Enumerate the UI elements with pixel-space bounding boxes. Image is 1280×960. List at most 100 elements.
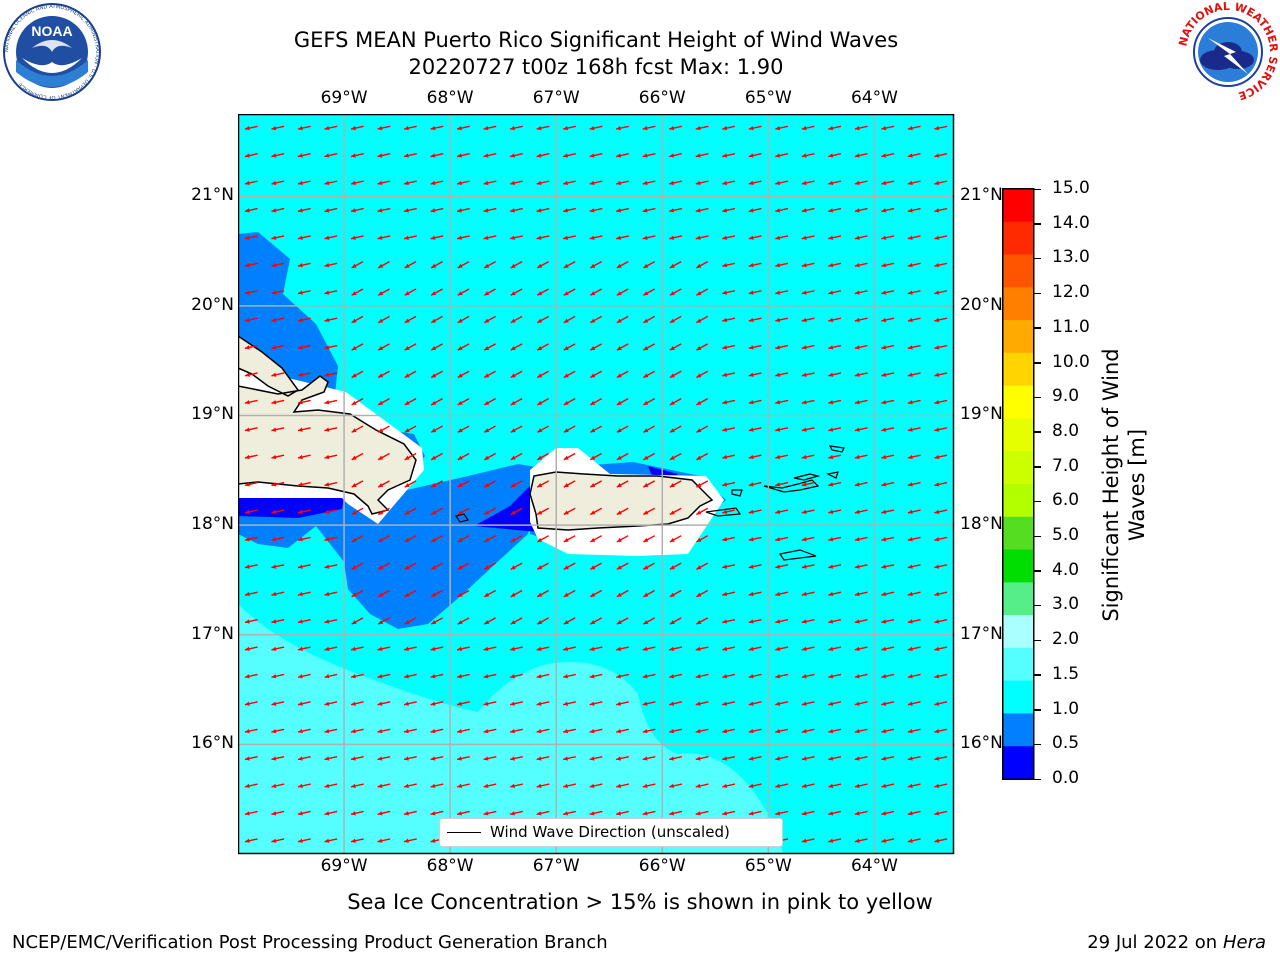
wave-direction-arrow bbox=[510, 535, 523, 543]
wave-direction-arrow bbox=[907, 235, 921, 240]
wave-direction-arrow bbox=[934, 262, 948, 268]
wave-direction-arrow bbox=[563, 507, 576, 516]
wave-direction-arrow bbox=[669, 810, 683, 816]
wave-direction-arrow bbox=[271, 317, 285, 323]
wave-direction-arrow bbox=[483, 207, 497, 213]
wave-direction-arrow bbox=[271, 235, 285, 240]
wave-direction-arrow bbox=[854, 399, 868, 405]
wave-direction-arrow bbox=[536, 535, 549, 543]
wave-direction-arrow bbox=[430, 562, 443, 570]
lon-tick-label-top: 67°W bbox=[532, 88, 580, 108]
wave-direction-arrow bbox=[297, 481, 311, 487]
wave-direction-arrow bbox=[616, 480, 629, 488]
wave-direction-arrow bbox=[589, 207, 603, 213]
wave-direction-arrow bbox=[377, 728, 391, 734]
wave-direction-arrow bbox=[881, 701, 895, 706]
wave-direction-arrow bbox=[801, 207, 815, 213]
wave-direction-arrow bbox=[271, 838, 285, 843]
wave-direction-arrow bbox=[377, 562, 390, 570]
colorbar-tick-mark bbox=[1034, 570, 1041, 572]
wave-direction-arrow bbox=[907, 153, 921, 158]
wave-direction-arrow bbox=[934, 372, 948, 377]
wave-direction-arrow bbox=[404, 425, 417, 433]
wave-direction-arrow bbox=[562, 783, 576, 789]
wave-direction-arrow bbox=[722, 728, 736, 734]
wave-direction-arrow bbox=[563, 452, 576, 461]
wave-direction-arrow bbox=[350, 701, 364, 706]
wave-direction-arrow bbox=[881, 427, 895, 432]
wave-direction-arrow bbox=[562, 810, 576, 816]
wave-direction-arrow bbox=[430, 480, 443, 488]
wave-direction-arrow bbox=[934, 646, 948, 651]
wave-direction-arrow bbox=[828, 262, 842, 268]
wave-direction-arrow bbox=[377, 535, 390, 543]
wave-direction-arrow bbox=[934, 481, 948, 487]
wave-direction-arrow bbox=[695, 153, 709, 158]
wave-direction-arrow bbox=[297, 125, 311, 131]
wave-direction-arrow bbox=[722, 536, 736, 542]
wave-direction-arrow bbox=[748, 783, 762, 789]
wave-direction-arrow bbox=[244, 125, 258, 131]
wave-direction-arrow bbox=[801, 728, 815, 734]
wave-direction-arrow bbox=[722, 317, 736, 323]
wave-direction-arrow bbox=[589, 398, 603, 406]
wave-direction-arrow bbox=[483, 507, 496, 516]
wave-direction-arrow bbox=[801, 344, 815, 350]
wave-direction-arrow bbox=[589, 370, 603, 379]
wave-direction-arrow bbox=[483, 646, 497, 651]
wave-direction-arrow bbox=[483, 288, 496, 296]
wave-direction-arrow bbox=[642, 646, 656, 651]
wave-direction-arrow bbox=[244, 235, 258, 240]
wave-direction-arrow bbox=[271, 755, 285, 761]
wave-direction-arrow bbox=[350, 180, 364, 186]
wave-direction-arrow bbox=[271, 810, 285, 816]
wave-direction-arrow bbox=[643, 507, 656, 516]
wave-direction-arrow bbox=[351, 260, 364, 269]
colorbar-tick-label: 0.5 bbox=[1052, 733, 1080, 754]
wave-direction-arrow bbox=[351, 617, 364, 625]
noaa-logo-text: NOAA bbox=[31, 23, 72, 39]
wave-direction-arrow bbox=[748, 235, 762, 240]
wave-direction-arrow bbox=[244, 153, 258, 158]
wave-direction-arrow bbox=[271, 564, 285, 569]
wave-direction-arrow bbox=[722, 481, 736, 487]
wave-direction-arrow bbox=[351, 288, 364, 296]
lat-tick-label-right: 17°N bbox=[960, 623, 1003, 644]
wave-direction-arrow bbox=[722, 372, 736, 377]
wave-direction-arrow bbox=[589, 235, 603, 240]
wave-direction-arrow bbox=[244, 180, 258, 186]
wave-direction-arrow bbox=[589, 315, 603, 324]
wave-direction-arrow bbox=[775, 646, 789, 651]
colorbar-band bbox=[1003, 582, 1033, 616]
wave-direction-arrow bbox=[297, 591, 311, 597]
wave-direction-arrow bbox=[854, 810, 868, 816]
wave-direction-arrow bbox=[854, 618, 868, 624]
wave-direction-arrow bbox=[350, 810, 364, 816]
wave-direction-arrow bbox=[696, 589, 709, 598]
wave-direction-arrow bbox=[244, 728, 258, 734]
wave-direction-arrow bbox=[801, 509, 815, 514]
wave-direction-arrow bbox=[377, 646, 391, 651]
wave-direction-arrow bbox=[456, 125, 470, 131]
colorbar-tick-label: 10.0 bbox=[1052, 351, 1090, 372]
wave-direction-arrow bbox=[881, 454, 895, 460]
wave-direction-arrow bbox=[324, 564, 338, 569]
wave-direction-arrow bbox=[775, 399, 789, 405]
wave-direction-arrow bbox=[403, 755, 417, 761]
wave-direction-arrow bbox=[828, 673, 842, 679]
wave-direction-arrow bbox=[669, 125, 683, 131]
wave-direction-arrow bbox=[775, 701, 789, 706]
wave-direction-arrow bbox=[616, 673, 630, 679]
wave-direction-arrow bbox=[934, 591, 948, 597]
wave-direction-arrow bbox=[828, 372, 842, 377]
wave-direction-arrow bbox=[430, 617, 443, 625]
wave-direction-arrow bbox=[907, 372, 921, 377]
wave-direction-arrow bbox=[669, 180, 683, 186]
wave-direction-arrow bbox=[669, 260, 682, 269]
wave-direction-arrow bbox=[934, 317, 948, 323]
wave-direction-arrow bbox=[377, 207, 391, 213]
wave-direction-arrow bbox=[722, 125, 736, 131]
colorbar-band bbox=[1003, 287, 1033, 321]
wave-direction-arrow bbox=[854, 427, 868, 432]
wave-direction-arrow bbox=[907, 618, 921, 624]
